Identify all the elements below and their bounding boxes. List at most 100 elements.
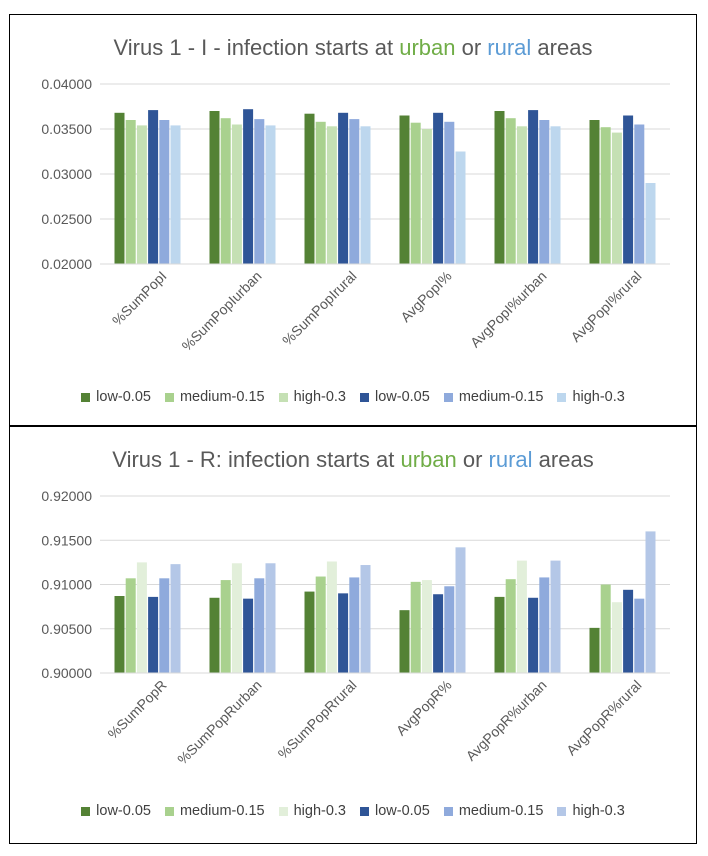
y-tick-label: 0.02000 (41, 256, 92, 272)
legend-swatch (443, 806, 453, 816)
x-tick-label: %SumPopRrural (275, 677, 360, 762)
bar (494, 111, 505, 264)
bar (455, 547, 466, 673)
y-tick-label: 0.02500 (41, 211, 92, 227)
x-tick-label: AvgPopI% (397, 268, 454, 325)
bar (148, 596, 159, 673)
bar (220, 580, 231, 673)
bar (634, 598, 645, 673)
bar (600, 584, 611, 673)
legend-swatch (81, 806, 91, 816)
bar (125, 120, 136, 264)
bar (623, 589, 634, 673)
y-tick-label: 0.04000 (41, 76, 92, 92)
legend-label: medium-0.15 (458, 389, 544, 405)
bar (421, 580, 432, 673)
bar (589, 120, 600, 264)
title-rural: rural (487, 35, 532, 60)
legend-label: high-0.3 (572, 389, 625, 405)
legend-entry: high-0.3 (557, 803, 625, 819)
bar (360, 126, 371, 264)
bar (170, 125, 181, 265)
legend-entry: low-0.05 (81, 803, 151, 819)
bar (304, 113, 315, 264)
bar (539, 577, 550, 673)
x-tick-label: %SumPopI (109, 268, 170, 329)
chart-legend: low-0.05 medium-0.15 high-0.3 low-0.05 mediu… (10, 389, 696, 405)
legend-label: high-0.3 (293, 803, 346, 819)
x-tick-label: AvgPopI%urban (467, 268, 550, 351)
y-tick-label: 0.90500 (41, 621, 92, 637)
bar (433, 112, 444, 264)
bar (516, 560, 527, 673)
bar (159, 120, 170, 264)
bar (360, 565, 371, 673)
legend-label: low-0.05 (96, 803, 151, 819)
legend-label: medium-0.15 (458, 803, 544, 819)
chart-legend: low-0.05 medium-0.15 high-0.3 low-0.05 mediu… (10, 803, 696, 819)
bar (634, 124, 645, 264)
title-urban: urban (399, 35, 456, 60)
legend-entry: medium-0.15 (164, 803, 265, 819)
bar (528, 110, 539, 264)
title-areas: areas (531, 35, 593, 60)
bar (589, 627, 600, 673)
legend-swatch (278, 806, 288, 816)
legend-swatch (278, 392, 288, 402)
legend-label: low-0.05 (375, 389, 430, 405)
chart-title: Virus 1 - R: infection starts at urban o… (10, 447, 696, 473)
title-or: or (455, 35, 488, 60)
legend-label: medium-0.15 (179, 803, 265, 819)
bar (349, 577, 360, 673)
bar (528, 597, 539, 673)
bar (505, 118, 516, 264)
legend-entry: medium-0.15 (164, 389, 265, 405)
chart-title: Virus 1 - I - infection starts at urban … (10, 35, 696, 61)
bar (611, 132, 622, 264)
bar (338, 112, 349, 264)
bar (550, 126, 561, 264)
legend-label: medium-0.15 (179, 389, 265, 405)
legend-swatch (164, 806, 174, 816)
bar (444, 586, 455, 673)
legend-swatch (557, 806, 567, 816)
legend-swatch (164, 392, 174, 402)
bar (494, 596, 505, 673)
bar (243, 598, 254, 673)
bar (645, 531, 656, 673)
bar (304, 591, 315, 673)
bar (254, 119, 265, 264)
bar (231, 563, 242, 673)
legend-swatch (557, 392, 567, 402)
legend-label: low-0.05 (375, 803, 430, 819)
x-tick-label: AvgPopR%urban (463, 677, 550, 764)
legend-entry: high-0.3 (557, 389, 625, 405)
y-tick-label: 0.91000 (41, 577, 92, 593)
bar (410, 581, 421, 673)
x-tick-label: %SumPopIrural (279, 268, 360, 349)
bar (209, 597, 220, 673)
title-rural: rural (488, 447, 533, 472)
legend-entry: low-0.05 (81, 389, 151, 405)
legend-entry: low-0.05 (360, 389, 430, 405)
y-tick-label: 0.92000 (41, 488, 92, 504)
bar (136, 562, 147, 673)
bar (220, 118, 231, 264)
bar (315, 576, 326, 673)
legend-swatch (443, 392, 453, 402)
x-tick-label: AvgPopR%rural (563, 677, 645, 759)
bar (114, 112, 125, 264)
title-urban: urban (400, 447, 457, 472)
bar (209, 111, 220, 264)
legend-swatch (81, 392, 91, 402)
chart-plot-infected: 0.02000 0.02500 0.03000 0.03500 0.04000 %SumP… (41, 76, 670, 354)
bar (265, 125, 276, 265)
bar (326, 561, 337, 673)
bar (349, 119, 360, 264)
bar (326, 126, 337, 264)
bar (444, 121, 455, 264)
y-tick-label: 0.03000 (41, 166, 92, 182)
legend-label: high-0.3 (572, 803, 625, 819)
bar (505, 579, 516, 673)
legend-swatch (360, 806, 369, 816)
